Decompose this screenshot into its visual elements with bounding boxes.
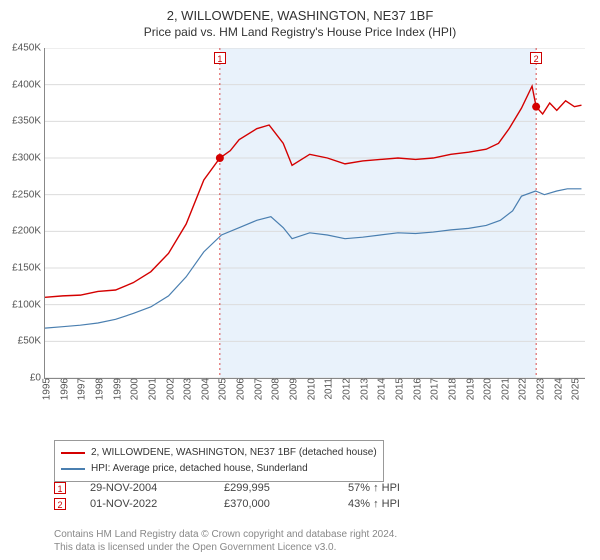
sale-row: 2 01-NOV-2022 £370,000 43% ↑ HPI xyxy=(54,498,400,510)
x-tick-label: 1995 xyxy=(38,378,53,400)
sales-table: 1 29-NOV-2004 £299,995 57% ↑ HPI 2 01-NOV-202… xyxy=(54,482,400,514)
legend: 2, WILLOWDENE, WASHINGTON, NE37 1BF (det… xyxy=(54,440,384,482)
y-tick-label: £250K xyxy=(12,189,45,200)
plot-area: £0£50K£100K£150K£200K£250K£300K£350K£400… xyxy=(44,48,585,379)
x-tick-label: 2010 xyxy=(302,378,317,400)
y-tick-label: £200K xyxy=(12,226,45,237)
y-tick-label: £150K xyxy=(12,263,45,274)
sale-delta: 43% ↑ HPI xyxy=(348,498,400,510)
sale-date: 01-NOV-2022 xyxy=(90,498,200,510)
license-text: Contains HM Land Registry data © Crown c… xyxy=(54,528,397,554)
x-tick-label: 2007 xyxy=(249,378,264,400)
license-line: This data is licensed under the Open Gov… xyxy=(54,541,397,554)
chart-title: 2, WILLOWDENE, WASHINGTON, NE37 1BF xyxy=(0,8,600,23)
x-tick-label: 1996 xyxy=(55,378,70,400)
x-tick-label: 2016 xyxy=(408,378,423,400)
marker-box: 2 xyxy=(530,52,542,64)
y-tick-label: £100K xyxy=(12,299,45,310)
x-tick-label: 1999 xyxy=(108,378,123,400)
x-tick-label: 2005 xyxy=(214,378,229,400)
marker-box: 1 xyxy=(214,52,226,64)
x-tick-label: 2002 xyxy=(161,378,176,400)
legend-row-hpi: HPI: Average price, detached house, Sund… xyxy=(61,461,377,477)
x-tick-label: 2004 xyxy=(196,378,211,400)
x-tick-label: 1997 xyxy=(73,378,88,400)
titles: 2, WILLOWDENE, WASHINGTON, NE37 1BF Pric… xyxy=(0,0,600,39)
x-tick-label: 2009 xyxy=(285,378,300,400)
sale-marker: 2 xyxy=(54,498,66,510)
x-tick-label: 2006 xyxy=(232,378,247,400)
chart-container: 2, WILLOWDENE, WASHINGTON, NE37 1BF Pric… xyxy=(0,0,600,560)
y-tick-label: £300K xyxy=(12,153,45,164)
x-tick-label: 2024 xyxy=(549,378,564,400)
legend-row-property: 2, WILLOWDENE, WASHINGTON, NE37 1BF (det… xyxy=(61,445,377,461)
x-tick-label: 2012 xyxy=(338,378,353,400)
x-tick-label: 2025 xyxy=(567,378,582,400)
x-tick-label: 2001 xyxy=(143,378,158,400)
sale-delta: 57% ↑ HPI xyxy=(348,482,400,494)
x-tick-label: 2017 xyxy=(426,378,441,400)
overlay-svg xyxy=(45,48,585,378)
y-tick-label: £350K xyxy=(12,116,45,127)
license-line: Contains HM Land Registry data © Crown c… xyxy=(54,528,397,541)
x-tick-label: 2022 xyxy=(514,378,529,400)
x-tick-label: 2011 xyxy=(320,378,335,400)
x-tick-label: 2019 xyxy=(461,378,476,400)
sale-marker: 1 xyxy=(54,482,66,494)
x-tick-label: 2020 xyxy=(479,378,494,400)
legend-label-property: 2, WILLOWDENE, WASHINGTON, NE37 1BF (det… xyxy=(91,445,377,461)
x-tick-label: 2000 xyxy=(126,378,141,400)
x-tick-label: 2021 xyxy=(496,378,511,400)
x-tick-label: 2008 xyxy=(267,378,282,400)
y-tick-label: £400K xyxy=(12,79,45,90)
y-tick-label: £50K xyxy=(18,336,45,347)
x-tick-label: 2015 xyxy=(390,378,405,400)
x-tick-label: 2014 xyxy=(373,378,388,400)
y-tick-label: £450K xyxy=(12,43,45,54)
legend-swatch-property xyxy=(61,452,85,454)
x-tick-label: 2013 xyxy=(355,378,370,400)
legend-swatch-hpi xyxy=(61,468,85,470)
x-tick-label: 2018 xyxy=(443,378,458,400)
sale-date: 29-NOV-2004 xyxy=(90,482,200,494)
x-tick-label: 1998 xyxy=(90,378,105,400)
x-tick-label: 2023 xyxy=(532,378,547,400)
x-tick-label: 2003 xyxy=(179,378,194,400)
sale-price: £299,995 xyxy=(224,482,324,494)
legend-label-hpi: HPI: Average price, detached house, Sund… xyxy=(91,461,308,477)
sale-row: 1 29-NOV-2004 £299,995 57% ↑ HPI xyxy=(54,482,400,494)
sale-price: £370,000 xyxy=(224,498,324,510)
chart-subtitle: Price paid vs. HM Land Registry's House … xyxy=(0,25,600,39)
